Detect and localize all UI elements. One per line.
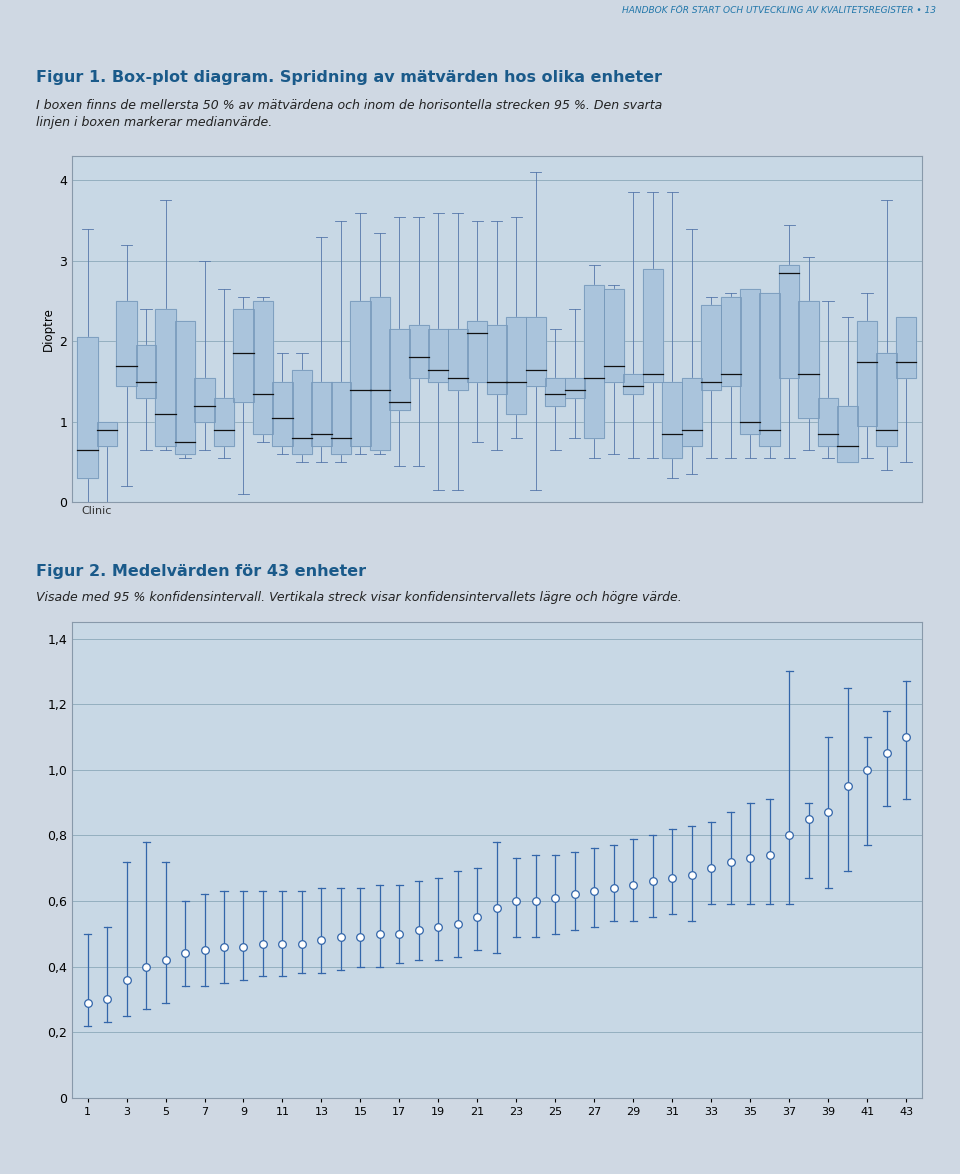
Text: Figur 1. Box-plot diagram. Spridning av mätvärden hos olika enheter: Figur 1. Box-plot diagram. Spridning av … bbox=[36, 70, 662, 86]
Y-axis label: Dioptre: Dioptre bbox=[42, 308, 55, 351]
Text: Visade med 95 % konfidensintervall. Vertikala streck visar konfidensintervallets: Visade med 95 % konfidensintervall. Vert… bbox=[36, 591, 683, 603]
Text: Clinic: Clinic bbox=[82, 506, 112, 517]
Text: I boxen finns de mellersta 50 % av mätvärdena och inom de horisontella strecken : I boxen finns de mellersta 50 % av mätvä… bbox=[36, 99, 662, 129]
Text: Figur 2. Medelvärden för 43 enheter: Figur 2. Medelvärden för 43 enheter bbox=[36, 564, 367, 579]
Text: HANDBOK FÖR START OCH UTVECKLING AV KVALITETSREGISTER • 13: HANDBOK FÖR START OCH UTVECKLING AV KVAL… bbox=[622, 6, 936, 15]
